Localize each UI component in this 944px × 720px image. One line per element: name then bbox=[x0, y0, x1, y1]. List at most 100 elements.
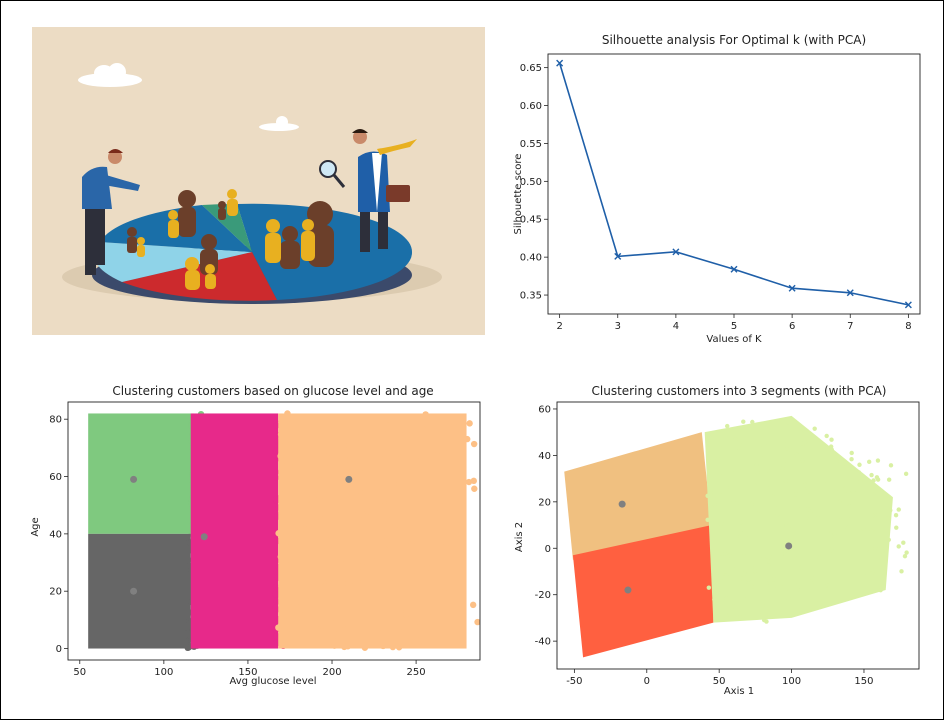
data-point bbox=[371, 494, 379, 501]
data-point bbox=[755, 470, 760, 475]
data-point bbox=[383, 512, 390, 520]
data-point bbox=[903, 471, 909, 477]
data-point bbox=[712, 502, 717, 507]
data-point bbox=[284, 544, 291, 551]
data-point bbox=[825, 481, 830, 487]
data-point bbox=[379, 576, 387, 584]
data-point bbox=[802, 439, 808, 445]
data-point bbox=[787, 447, 792, 452]
data-point bbox=[849, 450, 854, 456]
y-axis-label: Age bbox=[30, 517, 41, 536]
x-tick-label: 150 bbox=[854, 676, 873, 687]
data-point bbox=[412, 453, 420, 460]
data-point bbox=[752, 568, 758, 574]
data-point bbox=[736, 449, 741, 454]
data-point bbox=[316, 511, 323, 519]
y-tick-label: 0.40 bbox=[520, 253, 542, 264]
data-point bbox=[285, 617, 293, 624]
data-point bbox=[273, 422, 280, 429]
data-point bbox=[835, 454, 840, 460]
y-tick-label: -40 bbox=[535, 637, 551, 648]
data-point bbox=[894, 525, 899, 530]
data-point bbox=[395, 644, 403, 651]
data-point bbox=[707, 435, 712, 440]
x-tick-label: 4 bbox=[673, 321, 679, 332]
data-point bbox=[904, 301, 912, 309]
data-point bbox=[339, 547, 347, 554]
data-point bbox=[856, 470, 862, 475]
data-point bbox=[878, 587, 883, 593]
data-point bbox=[783, 551, 788, 557]
data-point bbox=[861, 526, 866, 531]
data-point bbox=[409, 430, 416, 438]
data-point bbox=[879, 556, 884, 562]
data-point bbox=[318, 501, 325, 509]
data-point bbox=[281, 625, 288, 632]
data-point bbox=[746, 577, 751, 583]
data-point bbox=[412, 618, 420, 625]
data-point bbox=[782, 458, 787, 463]
x-tick-label: 50 bbox=[713, 676, 726, 687]
data-point bbox=[710, 456, 715, 461]
data-point bbox=[419, 472, 426, 480]
data-point bbox=[272, 496, 280, 503]
data-point bbox=[788, 284, 796, 292]
data-point bbox=[730, 265, 738, 273]
data-point bbox=[824, 433, 829, 439]
plot-frame bbox=[547, 53, 921, 315]
data-point bbox=[379, 486, 387, 493]
analyst-figure-right bbox=[319, 129, 417, 252]
data-point bbox=[763, 612, 768, 617]
data-point bbox=[715, 456, 721, 462]
magnifier-icon bbox=[319, 160, 337, 178]
data-point bbox=[832, 489, 838, 494]
data-point bbox=[433, 591, 441, 598]
data-point bbox=[759, 455, 764, 461]
y-tick-label: 0.55 bbox=[520, 139, 542, 150]
data-point bbox=[846, 490, 851, 495]
data-point bbox=[727, 612, 732, 618]
data-point bbox=[331, 642, 338, 649]
data-point bbox=[556, 59, 564, 67]
series-density bbox=[572, 525, 714, 658]
data-point bbox=[424, 564, 431, 571]
data-point bbox=[706, 585, 712, 590]
data-point bbox=[738, 530, 743, 536]
segmentation-illustration bbox=[32, 27, 485, 335]
data-point bbox=[750, 419, 755, 425]
data-point bbox=[751, 476, 757, 481]
y-tick-label: 20 bbox=[49, 587, 62, 598]
data-point bbox=[429, 614, 436, 621]
data-point bbox=[734, 534, 739, 540]
data-point bbox=[466, 420, 473, 427]
series-density bbox=[88, 413, 195, 534]
data-point bbox=[295, 452, 302, 459]
data-point bbox=[772, 583, 777, 588]
data-point bbox=[294, 537, 301, 544]
data-point bbox=[749, 565, 754, 570]
series-density bbox=[278, 413, 467, 649]
data-point bbox=[445, 485, 452, 492]
data-point bbox=[329, 575, 337, 582]
data-point bbox=[786, 537, 791, 543]
data-point bbox=[771, 577, 776, 582]
data-point bbox=[452, 524, 459, 532]
data-point bbox=[838, 459, 843, 464]
data-point bbox=[321, 583, 329, 590]
data-point bbox=[719, 521, 724, 527]
data-point bbox=[350, 511, 357, 518]
data-point bbox=[396, 480, 403, 488]
y-tick-label: 40 bbox=[49, 529, 62, 540]
data-point bbox=[858, 479, 863, 485]
data-point bbox=[389, 548, 397, 555]
x-tick-label: 8 bbox=[905, 321, 911, 332]
data-point bbox=[326, 464, 333, 471]
data-point bbox=[781, 541, 786, 547]
data-point bbox=[425, 628, 432, 636]
data-point bbox=[282, 486, 289, 494]
data-point bbox=[829, 548, 834, 553]
data-point bbox=[828, 444, 834, 449]
data-point bbox=[335, 626, 342, 633]
data-point bbox=[361, 513, 368, 521]
data-point bbox=[843, 461, 848, 467]
